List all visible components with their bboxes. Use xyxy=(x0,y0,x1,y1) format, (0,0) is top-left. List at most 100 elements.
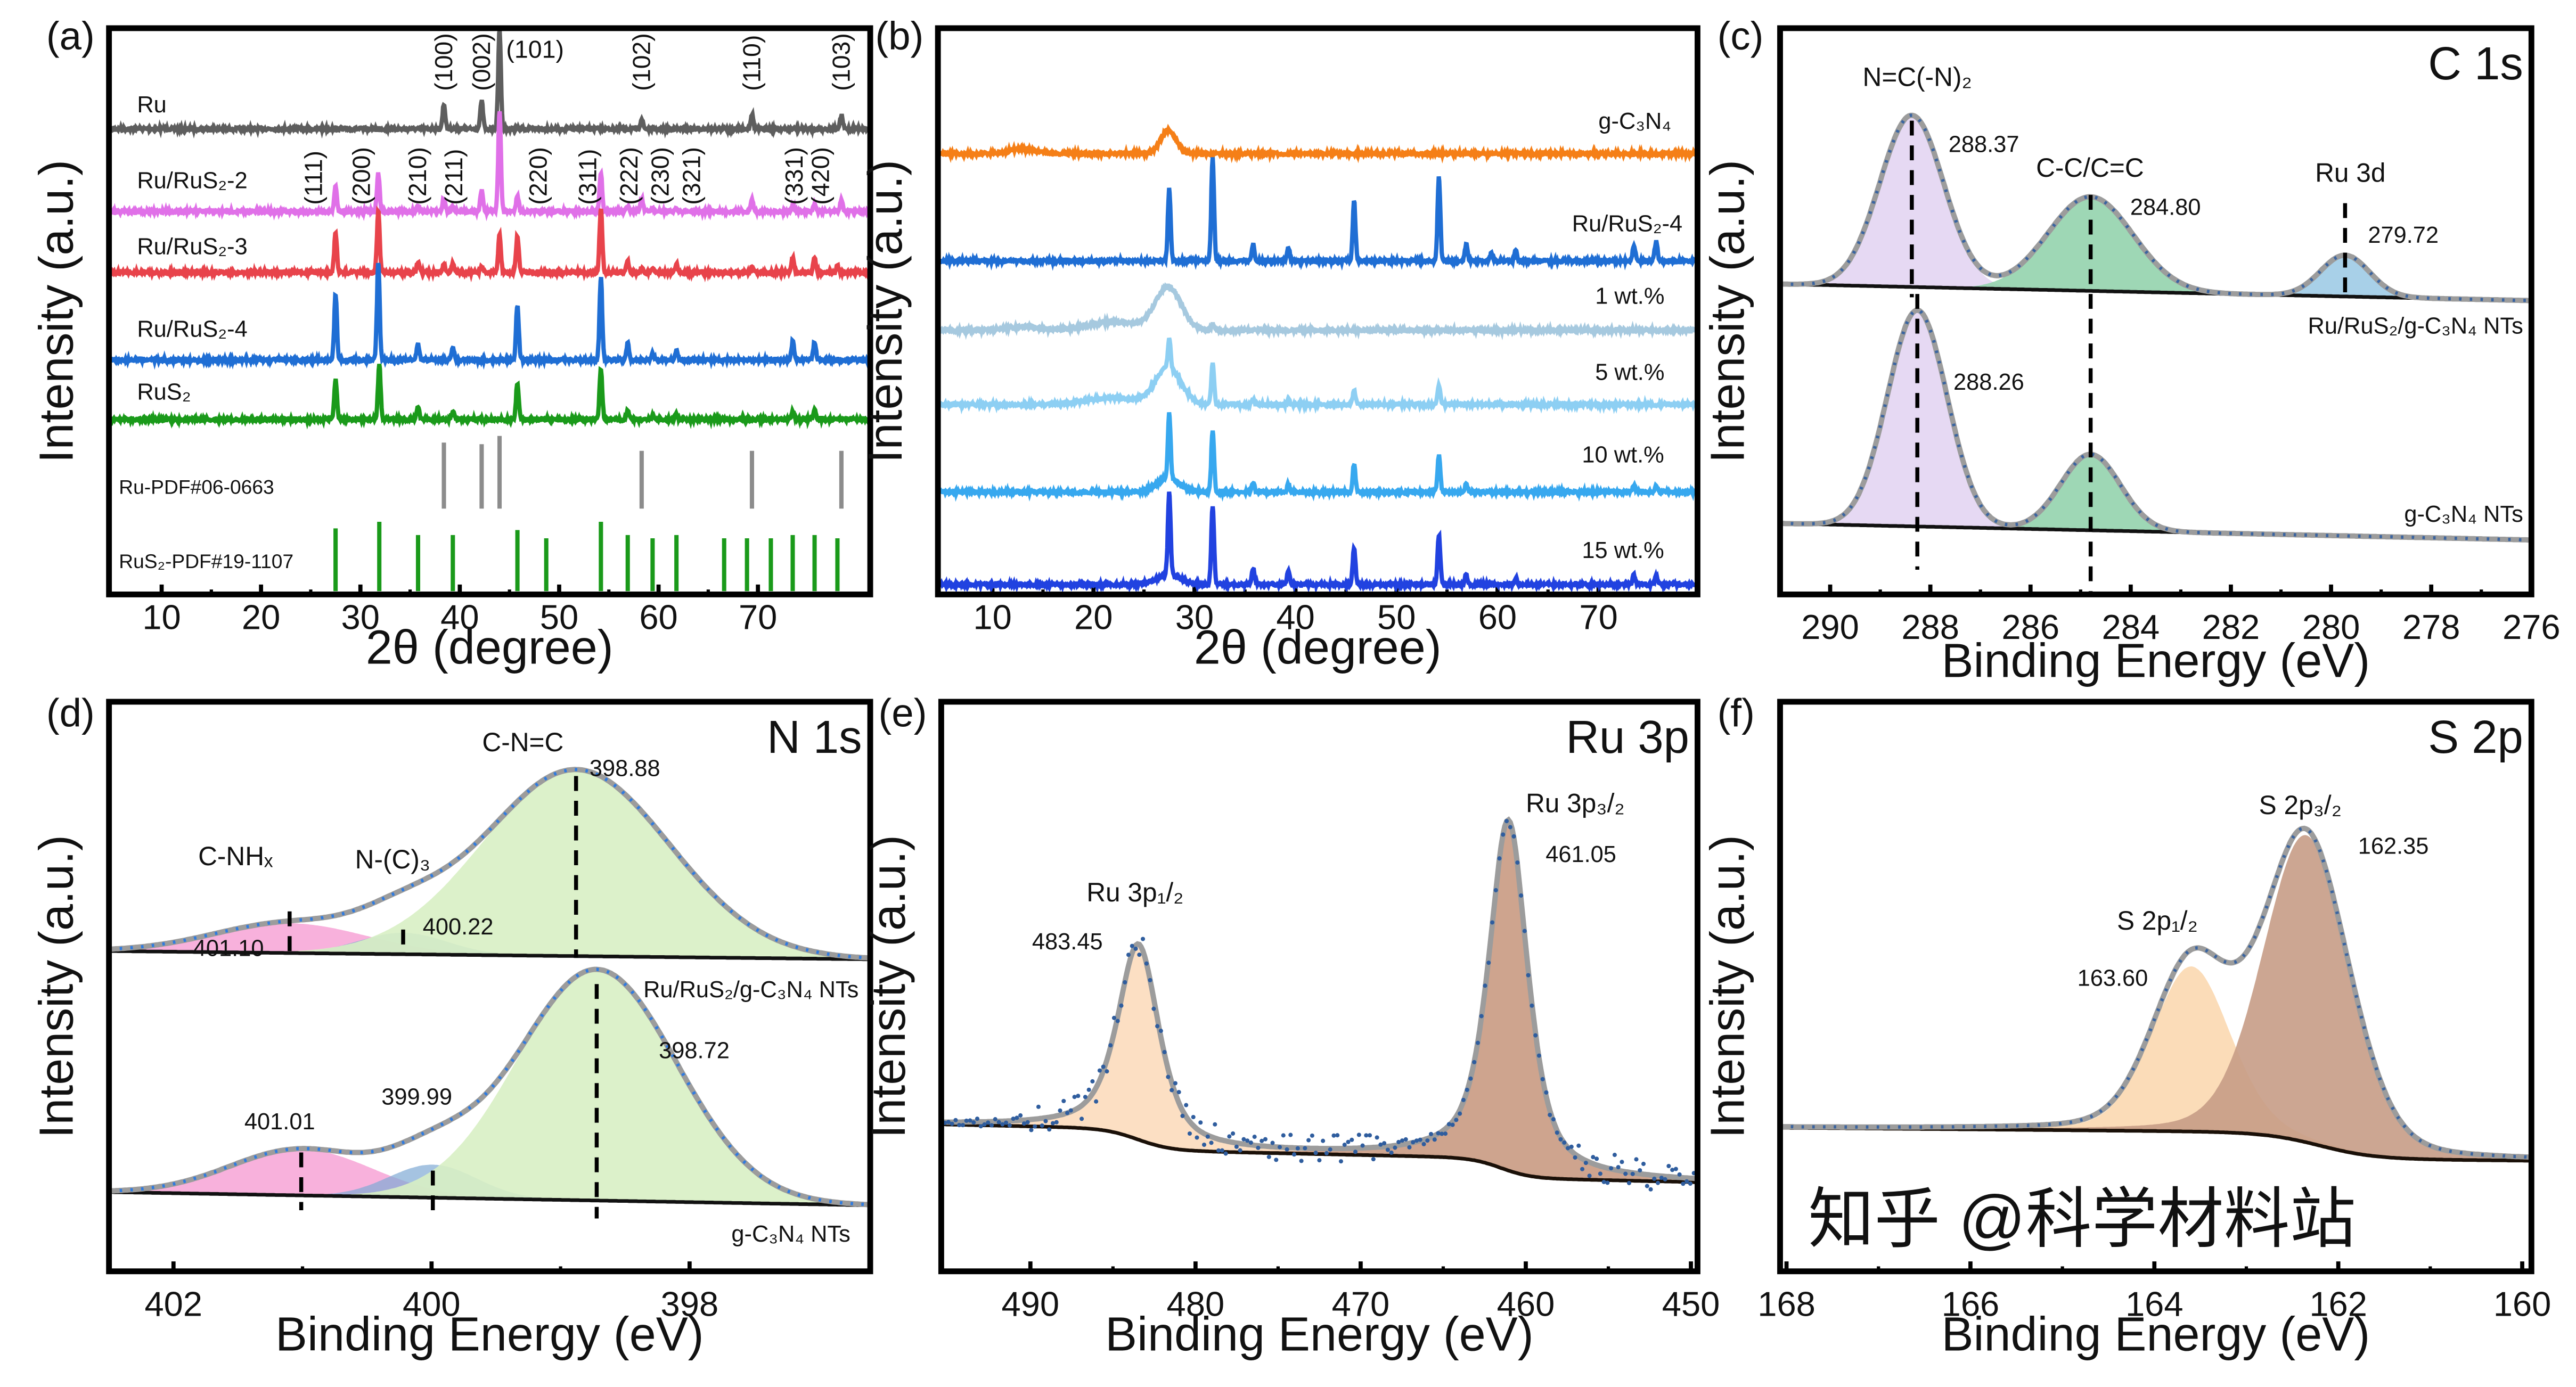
data-point xyxy=(1544,1090,1549,1095)
data-point xyxy=(1659,1176,1664,1180)
data-point xyxy=(1047,1127,1052,1132)
x-tick-label: 20 xyxy=(1074,598,1113,637)
peak-assignment-label: S 2p₁/₂ xyxy=(2117,906,2198,935)
data-point xyxy=(1468,1076,1473,1081)
sample-label: Ru/RuS₂/g-C₃N₄ NTs xyxy=(2308,314,2523,339)
data-point xyxy=(1396,1139,1401,1144)
data-point xyxy=(1684,1179,1689,1184)
data-point xyxy=(1090,1079,1095,1084)
x-tick-label: 50 xyxy=(540,598,578,637)
panel-c: (c) Intensity (a.u.) Binding Energy (eV) C … xyxy=(1701,14,2560,687)
x-axis-label: Binding Energy (eV) xyxy=(1942,634,2370,687)
peak-value-label: 288.37 xyxy=(1949,132,2019,157)
y-axis-label: Intensity (a.u.) xyxy=(30,160,83,463)
peak-value-label: 399.99 xyxy=(381,1085,452,1110)
data-point xyxy=(1421,1142,1426,1146)
data-point xyxy=(1652,1176,1657,1181)
data-point xyxy=(1119,1003,1124,1008)
data-point xyxy=(1018,1113,1023,1118)
panel-letter: (a) xyxy=(46,14,95,58)
data-point xyxy=(1375,1135,1379,1140)
data-point xyxy=(1205,1134,1210,1139)
data-point xyxy=(1083,1095,1087,1099)
panel-f: (f) Intensity (a.u.) Binding Energy (eV) S … xyxy=(1701,691,2551,1361)
reference-label: RuS₂-PDF#19-1107 xyxy=(119,550,293,572)
x-tick-label: 60 xyxy=(1478,598,1517,637)
data-point xyxy=(1350,1137,1354,1142)
data-point xyxy=(1033,1124,1037,1129)
data-point xyxy=(1303,1146,1307,1151)
data-point xyxy=(1158,1029,1163,1033)
x-axis-label: Binding Energy (eV) xyxy=(275,1308,704,1361)
data-point xyxy=(1111,1015,1116,1020)
panel-letter: (e) xyxy=(879,691,927,735)
x-tick-label: 70 xyxy=(1579,598,1617,637)
y-axis-label: Intensity (a.u.) xyxy=(30,835,83,1138)
hkl-label-rus2: (211) xyxy=(440,149,468,205)
data-point xyxy=(1626,1180,1632,1185)
hkl-label-rus2: (220) xyxy=(524,147,552,205)
data-point xyxy=(1475,1040,1480,1045)
data-point xyxy=(1101,1064,1106,1069)
raw-data-dots xyxy=(1780,308,2532,542)
hkl-label-rus2: (331) xyxy=(780,147,808,205)
data-point xyxy=(1029,1128,1034,1132)
panel-b: (b) Intensity (a.u.) 2θ (degree) 10 20 30 40 50… xyxy=(859,14,1700,675)
data-point xyxy=(1688,1181,1692,1186)
data-point xyxy=(1094,1099,1099,1104)
data-point xyxy=(1522,929,1527,933)
hkl-label-ru: (110) xyxy=(738,35,765,91)
xrd-pattern-2 xyxy=(109,206,870,283)
series-label: Ru/RuS₂-4 xyxy=(137,317,247,342)
data-point xyxy=(1108,1043,1113,1048)
data-point xyxy=(1364,1133,1369,1138)
data-point xyxy=(1130,943,1134,948)
plot-frame xyxy=(1777,699,2534,1275)
data-point xyxy=(1483,983,1487,988)
data-point xyxy=(1501,832,1506,837)
peak-value-label: 163.60 xyxy=(2078,965,2148,991)
panel-letter: (c) xyxy=(1718,14,1764,58)
data-point xyxy=(1141,937,1146,941)
x-tick-label: 288 xyxy=(1901,608,1959,646)
x-tick-label: 480 xyxy=(1167,1284,1225,1323)
data-point xyxy=(1681,1181,1686,1186)
y-axis-label: Intensity (a.u.) xyxy=(1701,160,1754,463)
data-point xyxy=(1569,1144,1574,1149)
data-point xyxy=(993,1117,997,1122)
x-tick-label: 276 xyxy=(2503,608,2561,646)
data-point xyxy=(1076,1094,1081,1098)
x-axis-label: Binding Energy (eV) xyxy=(1105,1308,1534,1361)
data-point xyxy=(1050,1121,1056,1126)
x-tick-label: 286 xyxy=(2001,608,2059,646)
data-point xyxy=(1148,978,1152,982)
x-tick-label: 70 xyxy=(739,598,777,637)
data-point xyxy=(957,1122,962,1128)
data-point xyxy=(1310,1133,1314,1138)
plot-frame xyxy=(935,25,1700,597)
data-point xyxy=(1440,1131,1444,1136)
data-point xyxy=(978,1124,983,1129)
series-label: Ru/RuS₂-4 xyxy=(1572,211,1682,236)
x-tick-label: 30 xyxy=(341,598,380,637)
hkl-label-ru: (100) xyxy=(430,33,457,91)
data-point xyxy=(1086,1087,1091,1092)
peak-value-label: 279.72 xyxy=(2368,223,2439,248)
data-point xyxy=(1526,973,1531,978)
background-line xyxy=(941,1122,1698,1184)
peak-value-label: 401.01 xyxy=(244,1109,315,1135)
data-point xyxy=(1638,1168,1642,1173)
data-point xyxy=(1612,1153,1617,1158)
raw-data-dots xyxy=(1780,113,2532,302)
data-point xyxy=(1292,1152,1297,1157)
data-point xyxy=(1645,1184,1649,1188)
data-point xyxy=(1144,961,1149,966)
data-point xyxy=(1036,1104,1041,1109)
data-point xyxy=(1061,1098,1066,1103)
data-point xyxy=(1068,1108,1073,1113)
data-point xyxy=(1353,1150,1358,1154)
data-point xyxy=(1191,1114,1196,1120)
peak-value-label: 401.10 xyxy=(193,936,264,962)
data-point xyxy=(1605,1180,1610,1185)
x-tick-label: 460 xyxy=(1497,1284,1555,1323)
